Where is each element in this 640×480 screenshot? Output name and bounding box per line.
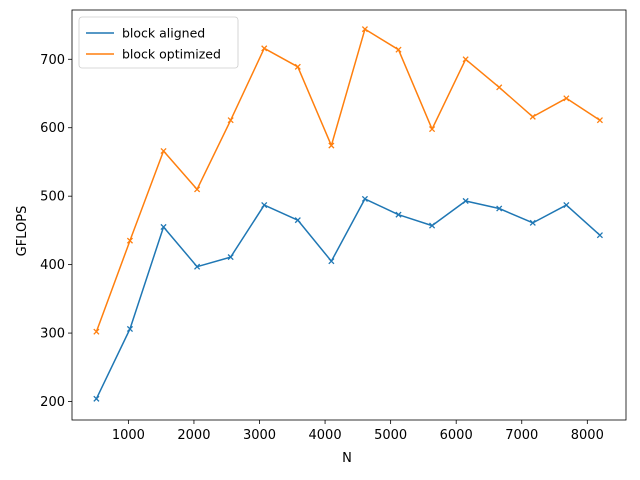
y-axis: 200 300 400 500 600 700 <box>40 53 72 410</box>
data-point <box>496 84 503 91</box>
y-tick-label: 600 <box>40 121 65 136</box>
series-1 <box>93 195 603 402</box>
data-point <box>328 142 335 149</box>
series-layer <box>93 26 603 402</box>
legend-box <box>78 16 239 69</box>
data-point <box>563 95 570 102</box>
legend-label: block aligned <box>122 26 205 41</box>
series-line <box>95 28 601 332</box>
data-point <box>361 195 368 202</box>
data-point <box>596 117 603 124</box>
data-point <box>395 46 402 53</box>
x-axis-label: N <box>342 451 352 466</box>
x-tick-label: 5000 <box>374 428 407 443</box>
data-point <box>294 63 301 70</box>
plot-area <box>71 9 627 421</box>
x-tick-label: 7000 <box>505 428 538 443</box>
x-axis: 1000 2000 3000 4000 5000 6000 7000 8000 <box>112 420 604 443</box>
data-point <box>126 237 134 244</box>
data-point <box>160 147 167 155</box>
data-point <box>361 26 368 33</box>
x-tick-label: 3000 <box>243 428 276 443</box>
y-tick-label: 400 <box>40 258 65 273</box>
series-line <box>95 198 601 400</box>
data-point <box>529 113 536 120</box>
data-point <box>126 325 134 333</box>
x-tick-label: 1000 <box>112 428 145 443</box>
series-2 <box>93 26 603 335</box>
data-point <box>328 258 335 265</box>
data-point <box>462 197 469 205</box>
x-tick-label: 4000 <box>309 428 342 443</box>
plot-frame <box>71 9 627 421</box>
y-tick-label: 300 <box>40 327 65 342</box>
data-point <box>261 45 268 52</box>
data-point <box>160 223 167 231</box>
y-tick-label: 200 <box>40 395 65 410</box>
y-axis-label: GFLOPS <box>15 206 30 257</box>
data-point <box>194 263 201 270</box>
data-point <box>227 117 234 124</box>
data-point <box>93 395 100 402</box>
data-point <box>294 217 301 224</box>
x-tick-label: 2000 <box>177 428 210 443</box>
data-point <box>395 211 402 218</box>
data-point <box>93 328 100 335</box>
x-tick-label: 6000 <box>440 428 473 443</box>
data-point <box>596 232 603 239</box>
y-tick-label: 700 <box>40 53 65 68</box>
data-point <box>194 186 201 193</box>
data-point <box>462 56 469 63</box>
x-tick-label: 8000 <box>571 428 604 443</box>
legend-label: block optimized <box>122 47 221 62</box>
data-point <box>227 254 234 261</box>
y-tick-label: 500 <box>40 190 65 205</box>
data-point <box>429 126 436 133</box>
data-point <box>429 222 436 229</box>
data-point <box>261 202 268 209</box>
data-point <box>529 219 536 226</box>
data-point <box>496 205 503 212</box>
legend: block aligned block optimized <box>78 16 239 69</box>
data-point <box>563 202 570 209</box>
